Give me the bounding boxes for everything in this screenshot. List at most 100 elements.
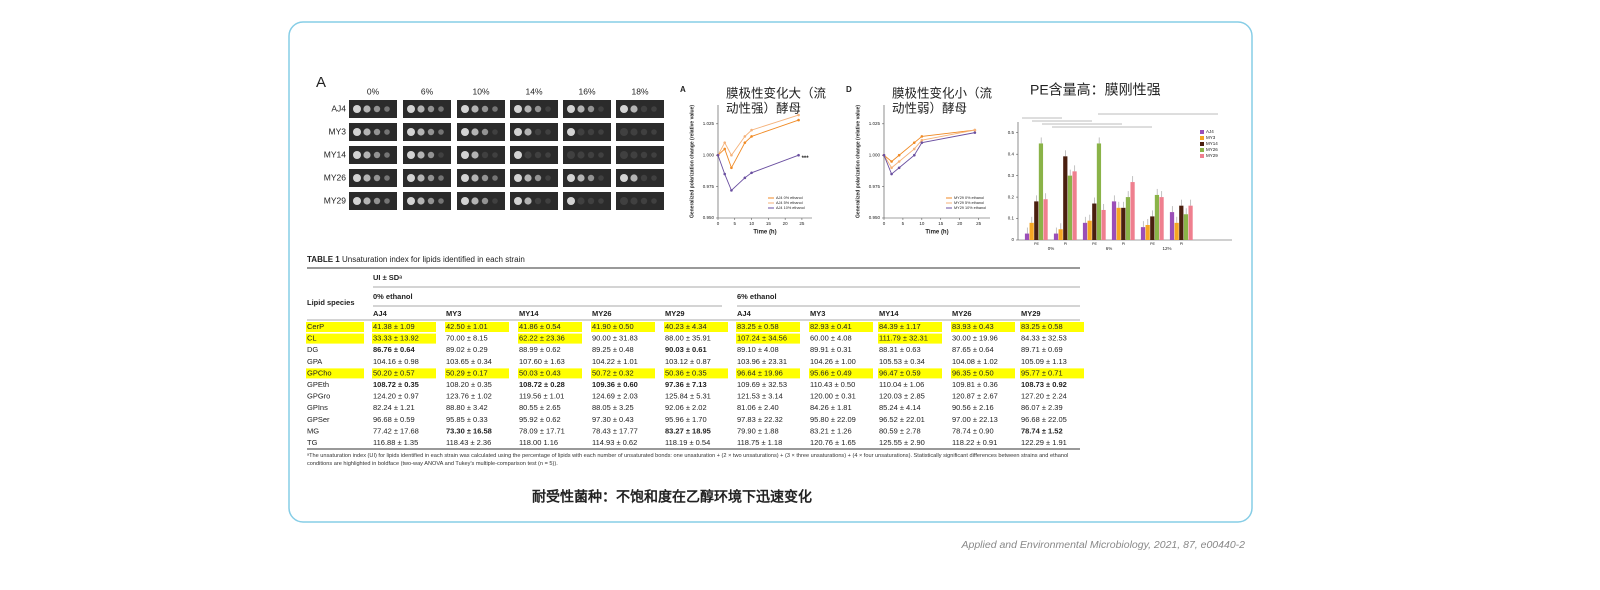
significance: *** — [802, 156, 810, 162]
y-tick-label: 0.950 — [703, 215, 715, 220]
spot — [373, 105, 381, 113]
y-tick-label: 0.950 — [869, 215, 881, 220]
table-cell: 80.59 ± 2.78 — [879, 426, 921, 435]
spot — [373, 174, 381, 182]
spot — [651, 175, 657, 181]
spot — [492, 129, 498, 135]
highlight — [372, 322, 436, 332]
spot — [620, 105, 628, 113]
spot — [471, 105, 479, 113]
table-cell: 108.72 ± 0.28 — [519, 380, 565, 389]
column-label: 18% — [631, 86, 648, 96]
bar — [1101, 209, 1106, 240]
spot — [471, 174, 479, 182]
table-cell: 30.00 ± 19.96 — [952, 334, 998, 343]
column-label: 0% — [367, 86, 380, 96]
x-tick-label: 25 — [976, 221, 982, 226]
table-cell: 89.02 ± 0.29 — [446, 345, 488, 354]
highlight — [372, 333, 436, 344]
legend-label: MY29 5% ethanol — [954, 201, 984, 205]
spot — [577, 128, 585, 136]
table-cell: 109.81 ± 0.36 — [952, 380, 998, 389]
highlight — [951, 368, 1015, 379]
x-tick-label: 15 — [766, 221, 772, 226]
legend-label: MY3 — [1206, 135, 1216, 140]
spot — [384, 152, 390, 158]
legend-swatch — [1200, 142, 1204, 146]
row-label: GPSer — [307, 415, 330, 424]
x-tick-label: PI — [1122, 242, 1126, 246]
table-cell: 89.91 ± 0.31 — [810, 345, 852, 354]
y-tick-label: 0.975 — [703, 184, 715, 189]
spot — [545, 175, 551, 181]
highlight — [518, 322, 582, 332]
spot — [461, 151, 469, 159]
bar — [1029, 222, 1034, 240]
table-cell: 82.93 ± 0.41 — [810, 322, 852, 331]
point — [743, 135, 747, 138]
spot — [384, 129, 390, 135]
spot — [492, 106, 498, 112]
spot — [461, 174, 469, 182]
highlight — [1020, 368, 1084, 379]
table-cell: 42.50 ± 1.01 — [446, 322, 488, 331]
spot-plate — [563, 123, 611, 141]
row-label: AJ4 — [331, 103, 346, 113]
table-cell: 111.79 ± 32.31 — [879, 334, 928, 343]
table-cell: 97.83 ± 22.32 — [737, 415, 783, 424]
table-cell: 96.52 ± 22.01 — [879, 415, 925, 424]
x-tick-label: PI — [1180, 242, 1184, 246]
point — [730, 189, 733, 192]
table-cell: 95.66 ± 0.49 — [810, 368, 852, 377]
spot — [598, 152, 604, 158]
table-cell: 50.36 ± 0.35 — [665, 368, 707, 377]
spot — [427, 128, 435, 136]
y-tick-label: 1.025 — [869, 121, 881, 126]
spot — [577, 151, 585, 159]
spot — [461, 105, 469, 113]
table-cell: 120.87 ± 2.67 — [952, 392, 998, 401]
column-header: MY26 — [592, 309, 612, 318]
spot — [438, 198, 444, 204]
column-header: MY29 — [1021, 309, 1041, 318]
point — [973, 128, 977, 132]
column-label: 6% — [421, 86, 434, 96]
table-label: TABLE 1 — [307, 255, 340, 264]
spot — [461, 197, 469, 205]
table-cell: 33.33 ± 13.92 — [373, 334, 419, 343]
table-cell: 114.93 ± 0.62 — [592, 438, 637, 447]
table-cell: 95.85 ± 0.33 — [446, 415, 488, 424]
x-tick-label: 5 — [734, 221, 737, 226]
spot-plate — [510, 146, 558, 164]
y-axis-label: Generalized polarization change (relativ… — [855, 105, 861, 218]
table-cell: 89.10 ± 4.08 — [737, 345, 779, 354]
highlight — [1020, 322, 1084, 332]
table-cell: 96.35 ± 0.50 — [952, 368, 994, 377]
x-tick-label: 0 — [717, 221, 720, 226]
table-cell: 104.08 ± 1.02 — [952, 357, 998, 366]
point — [897, 160, 901, 163]
table-cell: 123.76 ± 1.02 — [446, 392, 492, 401]
legend-label: MY29 — [1206, 153, 1218, 158]
table-cell: 120.00 ± 0.31 — [810, 392, 856, 401]
table-cell: 96.47 ± 0.59 — [879, 368, 921, 377]
y-tick-label: 1.000 — [703, 152, 715, 157]
spot-plate — [510, 100, 558, 118]
spot-plate — [510, 192, 558, 210]
spot — [630, 105, 638, 113]
bar — [1096, 143, 1102, 240]
row-label: CL — [307, 334, 317, 343]
spot — [427, 151, 435, 159]
spot-plate — [457, 146, 505, 164]
footnote: ᵃThe unsaturation index (UI) for lipids … — [307, 453, 1069, 467]
highlight — [878, 322, 942, 332]
spot — [384, 106, 390, 112]
bar — [1034, 201, 1039, 240]
x-tick-label: PE — [1150, 242, 1156, 246]
highlight — [306, 333, 364, 344]
spot-plate — [563, 192, 611, 210]
spot — [373, 151, 381, 159]
table-cell: 84.26 ± 1.81 — [810, 403, 852, 412]
table-cell: 50.20 ± 0.57 — [373, 368, 415, 377]
